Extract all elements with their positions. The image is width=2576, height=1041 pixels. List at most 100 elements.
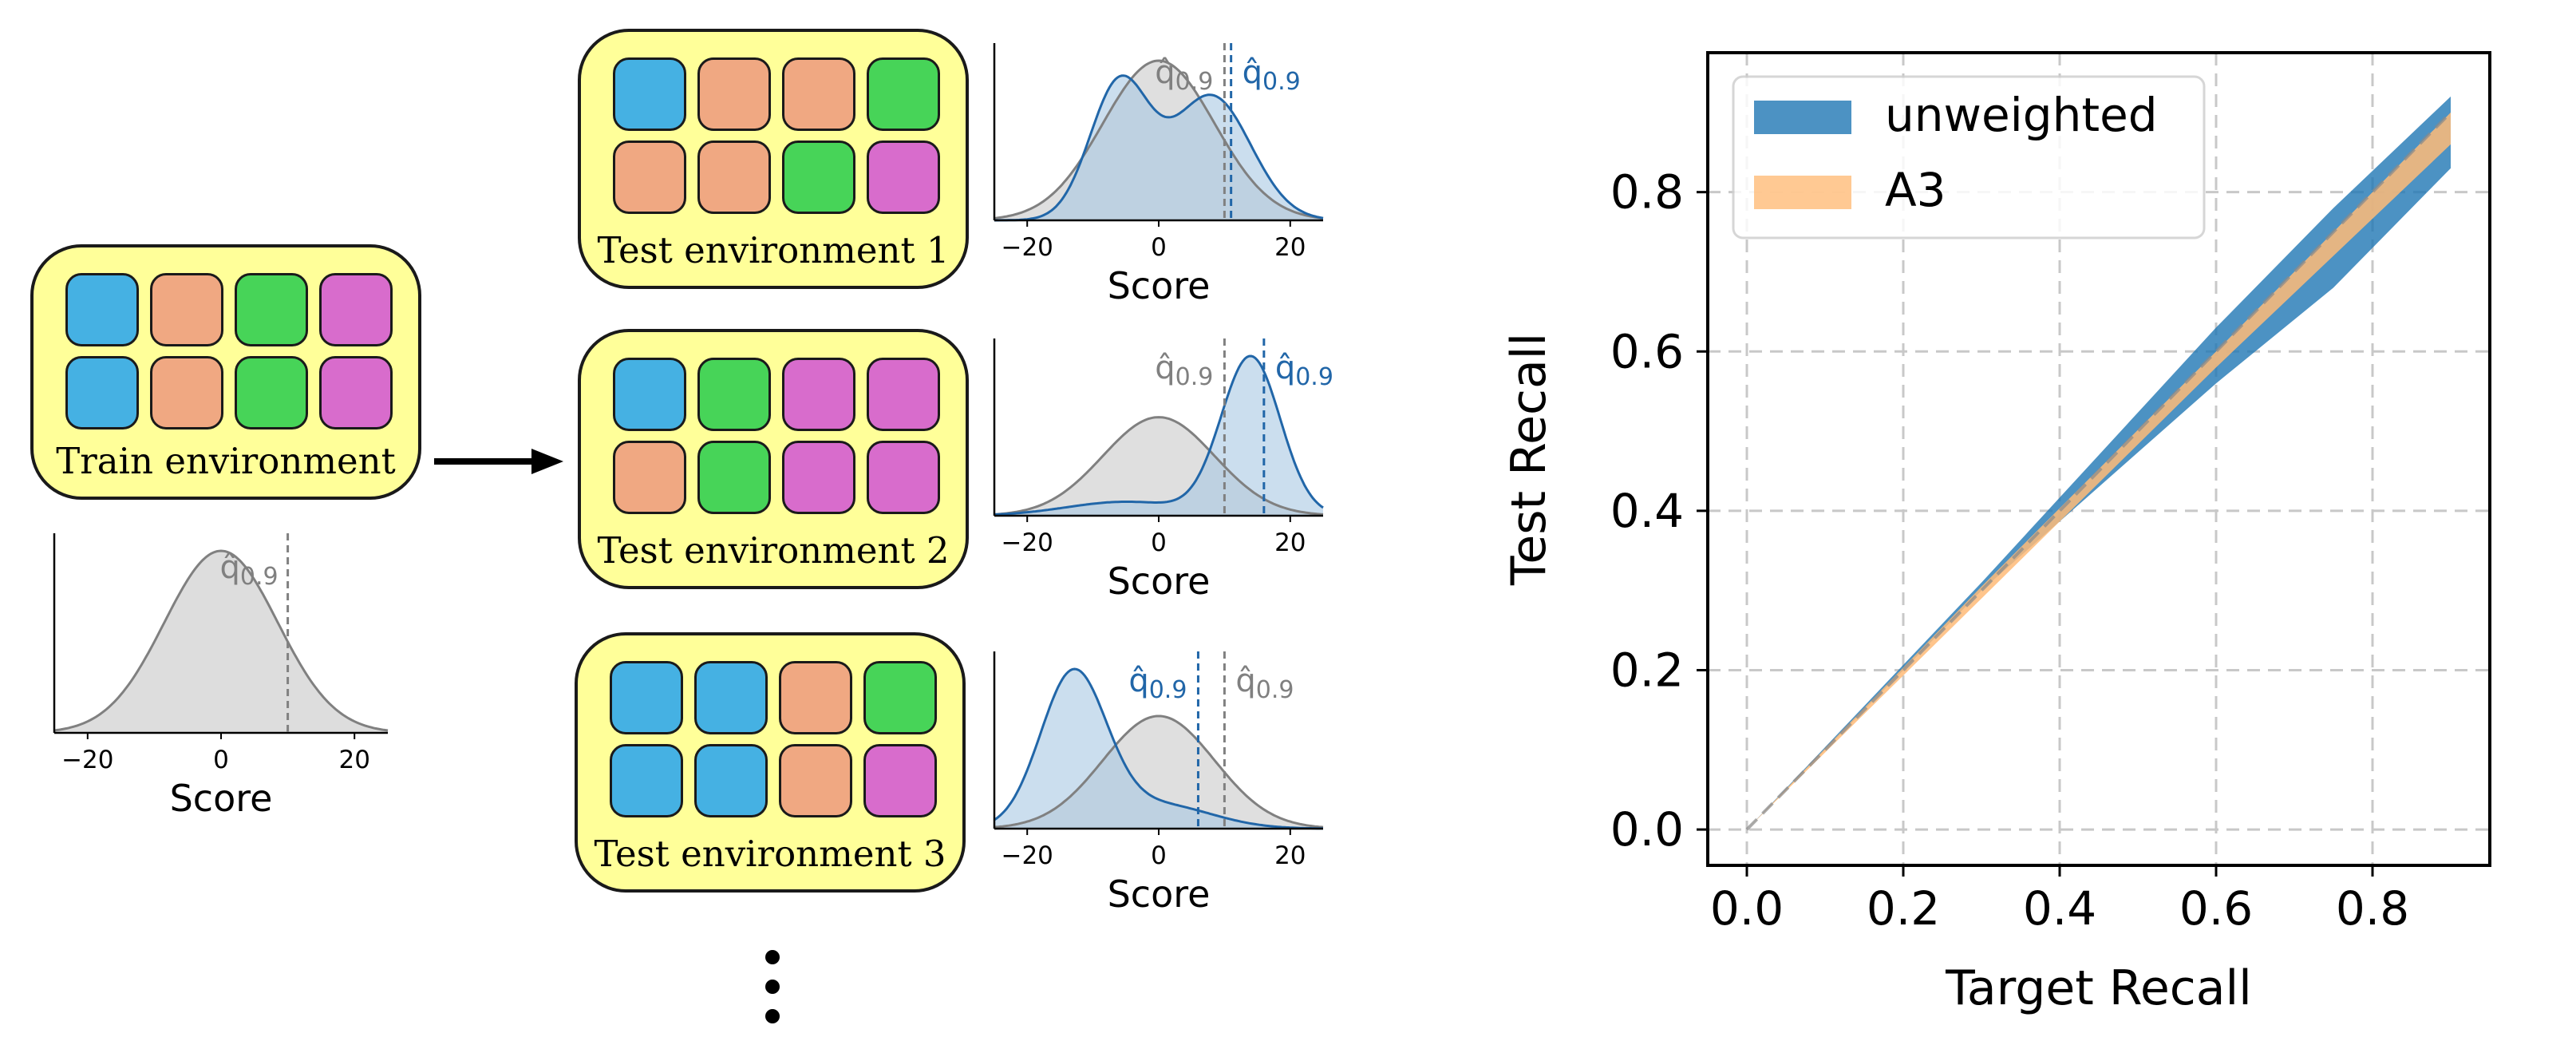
test-environment-1-label: Test environment 1 [597,229,950,271]
band-unweighted [1747,96,2451,830]
y-tick-label: 0.2 [1610,643,1684,697]
x-tick-label: 0 [1151,528,1167,557]
green-tile [782,141,855,214]
quantile-label-test: q̂0.9 [1243,54,1301,96]
plot-frame [1706,51,2491,867]
legend-swatch-unweighted [1754,101,1851,134]
x-tick-label: 0.6 [2179,881,2253,936]
x-tick-label: 20 [1274,841,1306,870]
salmon-tile [613,441,686,514]
test-density-curve [994,74,1324,222]
green-tile [697,441,771,514]
x-tick-label: −20 [1001,233,1053,262]
green-tile [235,356,308,429]
x-tick-label: −20 [1001,841,1053,870]
train-density-plot: −20 0 20 Score q̂0.9 [53,533,389,820]
x-axis-label: Score [1108,264,1211,307]
salmon-tile [613,141,686,214]
green-tile [697,358,771,431]
y-tick-label: 0.0 [1610,802,1684,857]
salmon-tile [782,57,855,131]
magenta-tile [863,744,937,817]
magenta-tile [782,358,855,431]
green-tile [863,661,937,734]
magenta-tile [867,441,940,514]
magenta-tile [867,358,940,431]
magenta-tile [867,141,940,214]
x-tick-label: −20 [61,746,113,774]
green-tile [235,273,308,346]
x-axis-label: Score [1108,560,1211,603]
x-tick-label: 0 [1151,841,1167,870]
train-environment: Train environment [30,244,421,500]
x-axis-label: Target Recall [1945,960,2252,1016]
quantile-label-reference: q̂0.9 [1155,350,1213,391]
right-arrow-icon [434,449,563,474]
reference-density-curve [994,416,1324,516]
test-3-density-plot: −20 0 20 Score q̂0.9 q̂0.9 [993,651,1324,916]
quantile-label-test: q̂0.9 [1128,663,1187,704]
x-tick-label: −20 [1001,528,1053,557]
test-density-curve [994,667,1324,830]
salmon-tile [779,661,852,734]
test-environment-3: Test environment 3 [575,632,966,893]
test-environment-1: Test environment 1 [578,29,969,289]
magenta-tile [319,273,393,346]
reference-density-curve [994,714,1324,829]
x-tick-label: 20 [338,746,369,774]
quantile-label-reference: q̂0.9 [1235,663,1294,704]
x-tick-label: 20 [1274,233,1306,262]
blue-tile [694,744,768,817]
test-density-curve [994,354,1324,516]
blue-tile [613,358,686,431]
legend: unweighted A3 [1732,75,2206,239]
salmon-tile [697,141,771,214]
blue-tile [65,273,139,346]
test-environment-2-label: Test environment 2 [597,529,950,572]
y-axis-label: Test Recall [1501,333,1557,586]
blue-tile [694,661,768,734]
magenta-tile [782,441,855,514]
quantile-label-test: q̂0.9 [1275,350,1333,391]
x-tick-label: 0.4 [2023,881,2096,936]
test-density-fill [994,669,1323,829]
test-density-fill [994,75,1323,220]
identity-line [1745,111,2452,831]
blue-tile [610,744,683,817]
salmon-tile [697,57,771,131]
legend-label-a3: A3 [1885,163,1946,217]
reference-density-fill [54,551,388,733]
x-tick-label: 0.8 [2336,881,2409,936]
x-axis-label: Score [1108,873,1211,916]
blue-tile [610,661,683,734]
test-1-density-plot: −20 0 20 Score q̂0.9 q̂0.9 [993,43,1324,307]
test-environment-3-label: Test environment 3 [594,833,946,875]
x-tick-label: 0 [213,746,229,774]
vertical-ellipsis-icon [765,950,780,1023]
y-tick-label: 0.8 [1610,165,1684,220]
y-tick-label: 0.6 [1610,324,1684,378]
x-axis-label: Score [170,777,273,820]
salmon-tile [779,744,852,817]
reference-density-curve [53,549,389,732]
reference-density-curve [994,59,1324,220]
salmon-tile [150,356,223,429]
test-density-fill [994,356,1323,516]
quantile-label-reference: q̂0.9 [219,549,278,591]
green-tile [867,57,940,131]
legend-swatch-a3 [1754,176,1851,209]
x-tick-label: 20 [1274,528,1306,557]
x-tick-label: 0 [1151,233,1167,262]
blue-tile [613,57,686,131]
train-environment-label: Train environment [56,440,396,482]
quantile-label-reference: q̂0.9 [1155,54,1213,96]
salmon-tile [150,273,223,346]
x-tick-label: 0.0 [1710,881,1784,936]
magenta-tile [319,356,393,429]
blue-tile [65,356,139,429]
y-tick-label: 0.4 [1610,484,1684,538]
test-environment-2: Test environment 2 [578,329,969,589]
x-tick-label: 0.2 [1867,881,1940,936]
test-2-density-plot: −20 0 20 Score q̂0.9 q̂0.9 [993,338,1333,603]
